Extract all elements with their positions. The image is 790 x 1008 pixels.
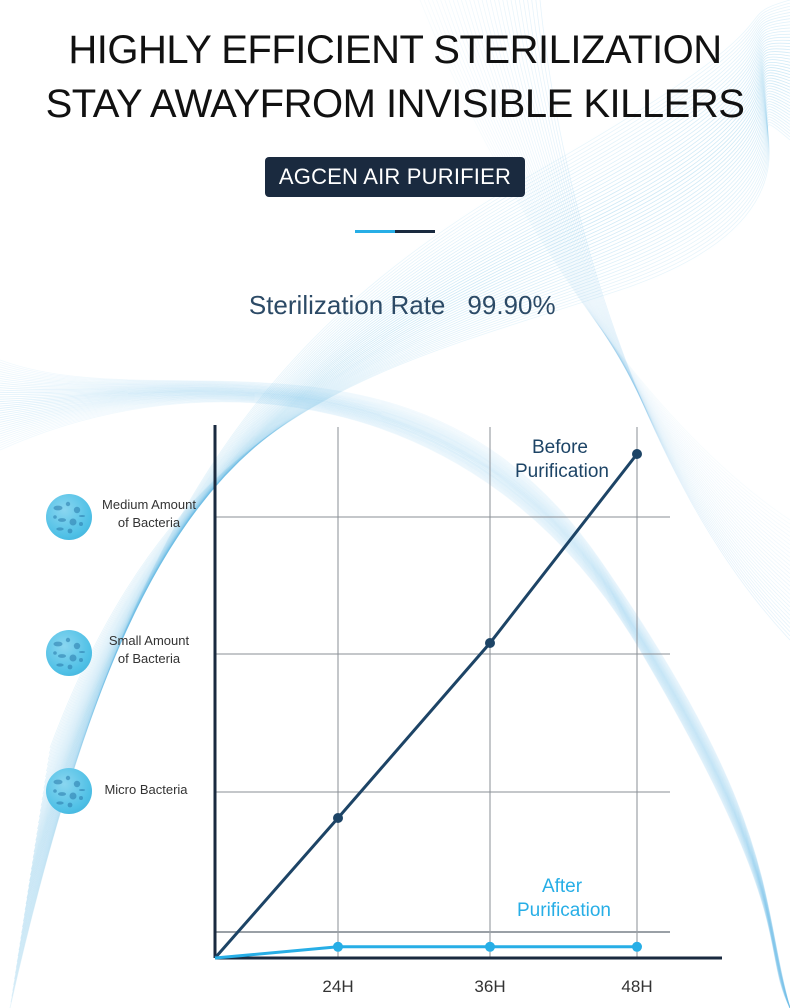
chart-grid [215,427,670,958]
x-tick-label: 24H [322,977,353,996]
series-line [214,945,637,960]
bacteria-icon [46,630,92,676]
series-before [213,449,642,959]
data-point [632,941,642,952]
data-point [632,449,642,459]
data-point [333,941,343,952]
x-tick-label: 36H [474,977,505,996]
data-point [485,941,495,952]
bacteria-icon [46,768,92,814]
bacteria-icon [46,494,92,540]
headline-line-1: HIGHLY EFFICIENT STERILIZATION [68,28,722,72]
legend-label-medium: Medium Amount of Bacteria [102,497,196,530]
x-tick-labels: 24H 36H 48H [322,977,652,996]
data-point [485,638,495,648]
series-line [213,453,639,959]
product-badge: AGCEN AIR PURIFIER [265,157,525,197]
series-label-before: Before Purification [515,437,609,482]
legend-label-micro: Micro Bacteria [104,782,188,797]
sterilization-rate: Sterilization Rate 99.90% [0,259,790,321]
x-tick-label: 48H [621,977,652,996]
divider-dark [395,230,435,233]
legend-label-small: Small Amount of Bacteria [108,633,190,666]
data-point [333,813,343,823]
divider-light [355,230,395,233]
sterilization-rate-label: Sterilization Rate [248,290,446,320]
sterilization-rate-value: 99.90% [467,290,556,320]
headline-line-2: STAY AWAYFROM INVISIBLE KILLERS [45,82,745,126]
series-after [214,941,642,960]
series-label-after: After Purification [517,876,611,921]
